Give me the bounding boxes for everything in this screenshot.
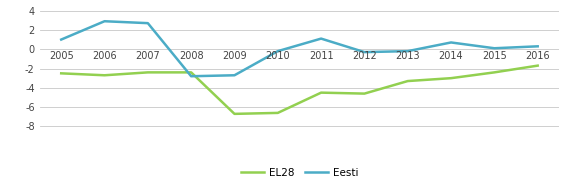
EL28 [101, 74, 108, 76]
Eesti [491, 47, 498, 49]
Eesti [188, 75, 194, 77]
Text: 2007: 2007 [136, 51, 160, 61]
EL28 [231, 113, 238, 115]
Eesti [275, 50, 281, 52]
Eesti [447, 41, 454, 44]
EL28 [188, 71, 194, 74]
Eesti [361, 51, 368, 53]
Text: 2005: 2005 [49, 51, 73, 61]
EL28 [58, 72, 64, 74]
Eesti [231, 74, 238, 76]
Text: 2013: 2013 [396, 51, 420, 61]
Text: 2012: 2012 [352, 51, 377, 61]
Text: 2008: 2008 [179, 51, 203, 61]
Text: 2011: 2011 [309, 51, 333, 61]
EL28 [275, 112, 281, 114]
EL28 [361, 92, 368, 95]
EL28 [405, 80, 411, 82]
EL28 [534, 64, 541, 67]
Eesti [58, 38, 64, 41]
EL28 [447, 77, 454, 79]
Eesti [101, 20, 108, 22]
Text: 2009: 2009 [222, 51, 247, 61]
Eesti [405, 50, 411, 52]
Eesti [145, 22, 151, 24]
EL28 [318, 91, 324, 94]
Text: 2016: 2016 [525, 51, 550, 61]
EL28 [145, 71, 151, 74]
Text: 2015: 2015 [482, 51, 507, 61]
Eesti [318, 37, 324, 40]
Line: Eesti: Eesti [61, 21, 538, 76]
Legend: EL28, Eesti: EL28, Eesti [236, 164, 363, 182]
Text: 2014: 2014 [439, 51, 463, 61]
Text: 2006: 2006 [92, 51, 117, 61]
Line: EL28: EL28 [61, 66, 538, 114]
EL28 [491, 71, 498, 74]
Eesti [534, 45, 541, 47]
Text: 2010: 2010 [266, 51, 290, 61]
